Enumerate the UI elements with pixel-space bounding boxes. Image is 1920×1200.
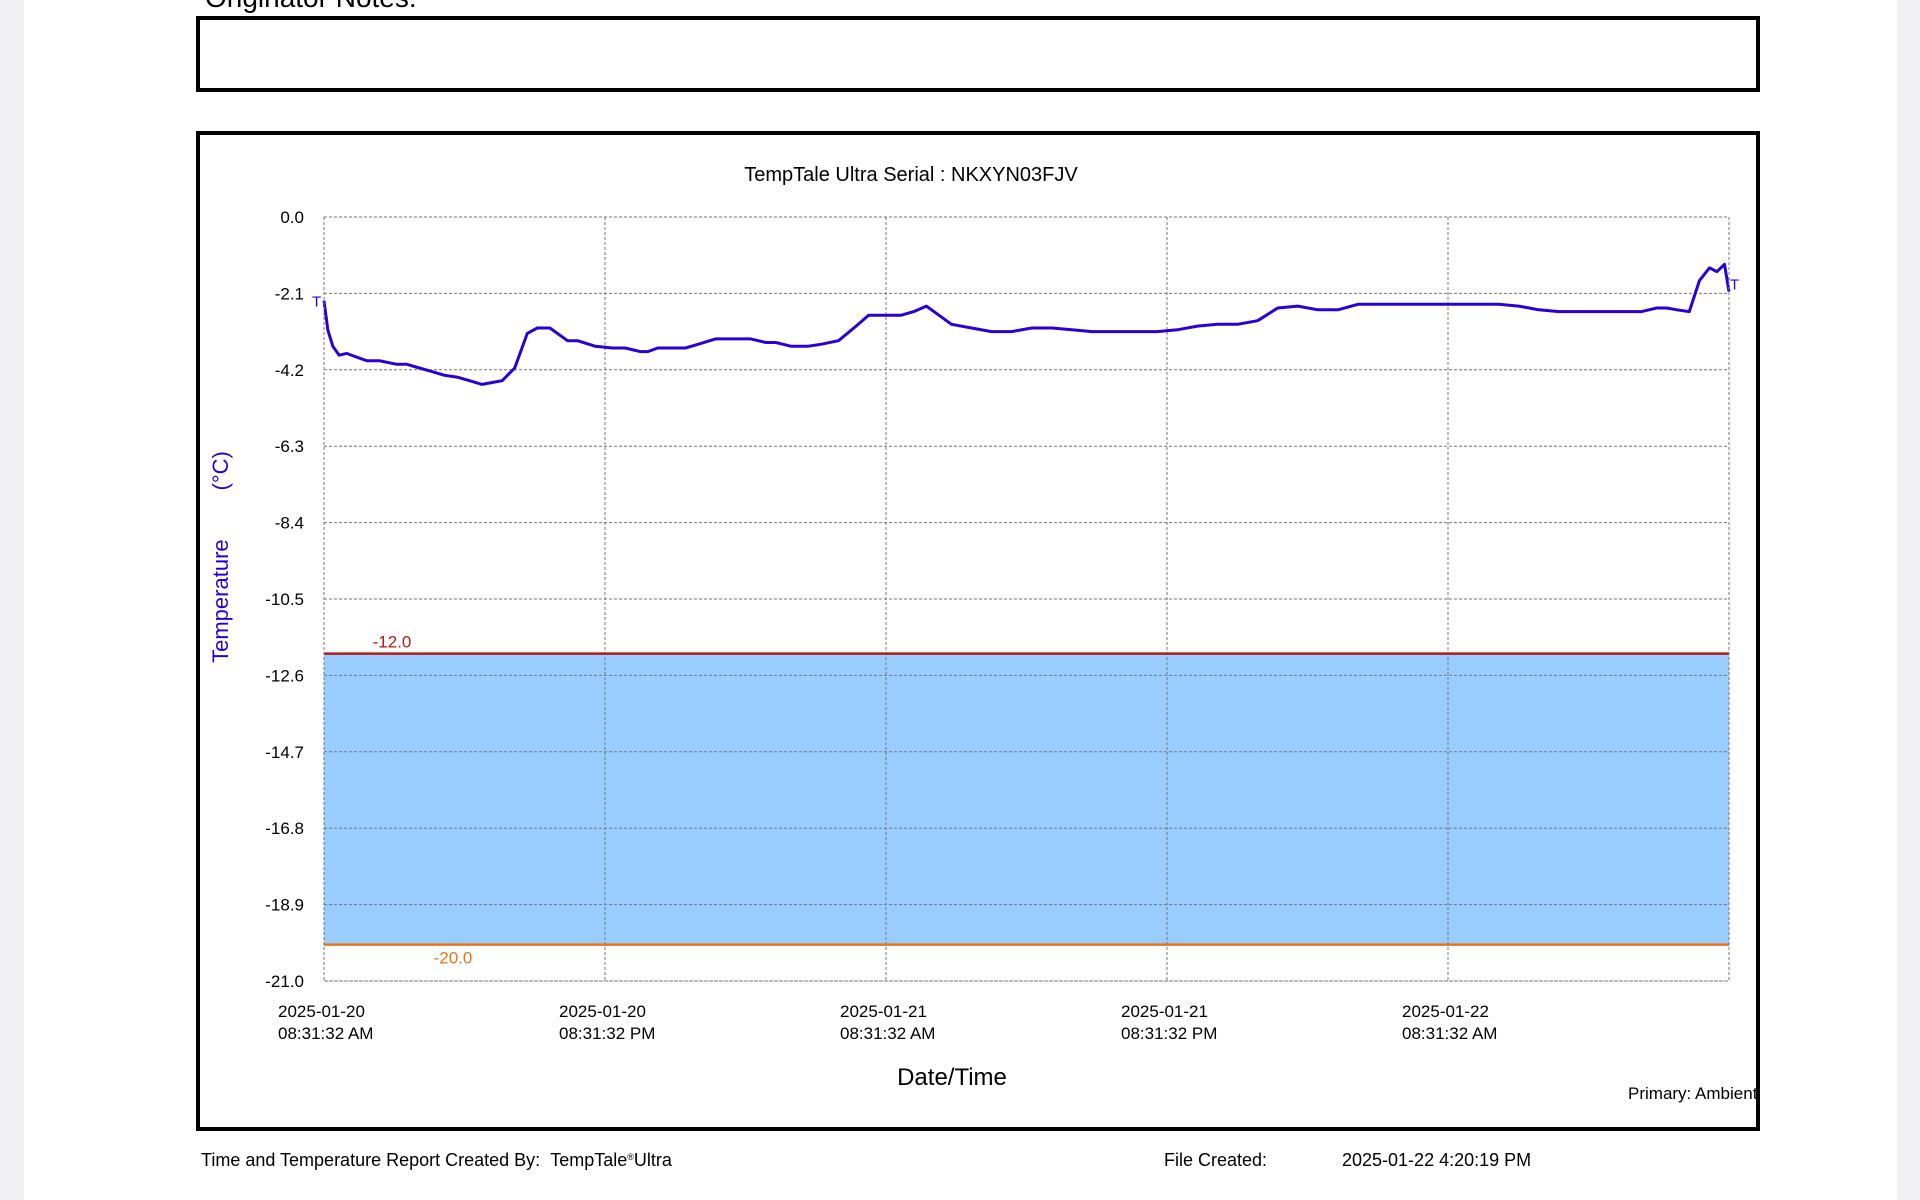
- x-tick-time: 08:31:32 AM: [278, 1024, 373, 1043]
- x-tick-date: 2025-01-20: [559, 1002, 646, 1021]
- y-tick-label: -12.6: [265, 666, 304, 685]
- file-created-label: File Created:: [1164, 1150, 1268, 1170]
- y-tick-label: -2.1: [275, 284, 304, 303]
- x-tick-date: 2025-01-20: [278, 1002, 365, 1021]
- x-tick-date: 2025-01-21: [1121, 1002, 1208, 1021]
- x-tick-time: 08:31:32 AM: [840, 1024, 935, 1043]
- end-marker: T: [1730, 277, 1739, 294]
- x-tick-date: 2025-01-22: [1402, 1002, 1489, 1021]
- x-tick-time: 08:31:32 AM: [1402, 1024, 1497, 1043]
- y-axis-label: Temperature (°C): [208, 451, 233, 663]
- x-tick-time: 08:31:32 PM: [559, 1024, 655, 1043]
- limit-label: -12.0: [373, 633, 412, 652]
- y-tick-label: -14.7: [265, 743, 304, 762]
- alarm-band: [324, 653, 1729, 945]
- limit-label: -20.0: [434, 949, 473, 968]
- y-tick-label: -4.2: [275, 361, 304, 380]
- x-axis-label: Date/Time: [897, 1064, 1007, 1091]
- report-page: Originator Notes: 0.0 -2.1 -4.2 -6.3 -8.4 -10…: [24, 0, 1897, 1200]
- temperature-chart: 0.0 -2.1 -4.2 -6.3 -8.4 -10.5 -12.6 -14.7 -16.8 -…: [208, 164, 1756, 1103]
- plot-border: [323, 216, 1730, 982]
- x-tick-time: 08:31:32 PM: [1121, 1024, 1217, 1043]
- y-tick-label: -6.3: [275, 437, 304, 456]
- chart-title: TempTale Ultra Serial : NKXYN03FJV: [744, 164, 1078, 186]
- created-by-label: Time and Temperature Report Created By:: [201, 1150, 541, 1170]
- chart-panel: 0.0 -2.1 -4.2 -6.3 -8.4 -10.5 -12.6 -14.7 -16.8 -…: [196, 131, 1760, 1131]
- y-tick-label: -10.5: [265, 590, 304, 609]
- y-tick-label: -21.0: [265, 972, 304, 991]
- series-line: [322, 262, 1731, 386]
- file-created-value: 2025-01-22 4:20:19 PM: [1342, 1150, 1532, 1170]
- legend-primary: Primary: Ambient: [1628, 1084, 1756, 1103]
- y-tick-label: -18.9: [265, 896, 304, 915]
- y-tick-label: -8.4: [275, 514, 304, 533]
- x-tick-date: 2025-01-21: [840, 1002, 927, 1021]
- y-tick-label: 0.0: [280, 208, 304, 227]
- originator-notes-box[interactable]: [196, 16, 1760, 92]
- report-created-by: Time and Temperature Report Created By: …: [201, 1150, 672, 1171]
- product-name: TempTale: [550, 1150, 628, 1170]
- registered-mark: ®: [627, 1152, 634, 1162]
- product-suffix: Ultra: [633, 1150, 672, 1170]
- originator-notes-label: Originator Notes:: [205, 0, 417, 12]
- start-marker: T: [312, 294, 321, 311]
- y-tick-label: -16.8: [265, 819, 304, 838]
